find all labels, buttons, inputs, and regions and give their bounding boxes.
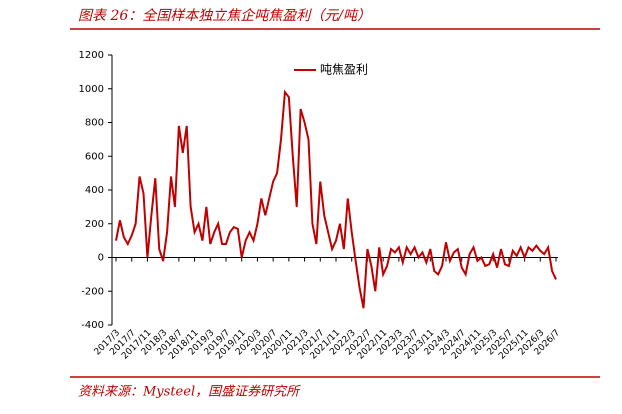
y-tick-label: 1200 [79, 50, 104, 61]
y-tick-label: 800 [85, 118, 104, 129]
y-tick-label: 600 [85, 151, 104, 162]
y-tick-label: 400 [85, 185, 104, 196]
y-tick-label: 1000 [79, 84, 104, 95]
line [115, 89, 557, 309]
y-tick-label: 200 [85, 219, 104, 230]
source: 资料来源：Mysteel，国盛证券研究所 [78, 384, 301, 400]
legend-label: 吨焦盈利 [320, 63, 368, 77]
chart-title: 图表 26：全国样本独立焦企吨焦盈利（元/吨） [78, 8, 371, 24]
y-tick-label: 0 [98, 253, 104, 264]
y-tick-label: -400 [81, 320, 104, 331]
y-tick-label: -200 [81, 286, 104, 297]
